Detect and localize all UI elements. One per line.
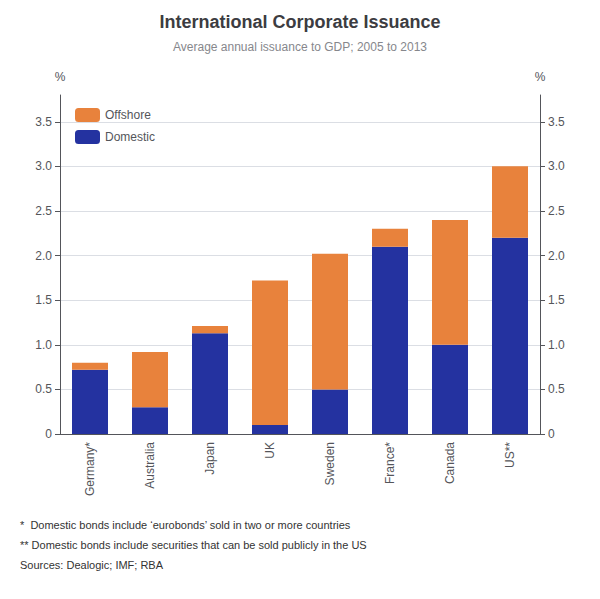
svg-text:2.0: 2.0 [548,249,565,263]
svg-text:* Domestic bonds include ‘eur: * Domestic bonds include ‘eurobonds’ sol… [20,519,351,531]
svg-text:3.0: 3.0 [548,159,565,173]
svg-text:3.5: 3.5 [35,115,52,129]
svg-text:1.0: 1.0 [548,338,565,352]
svg-text:Japan: Japan [203,442,217,475]
svg-text:France*: France* [383,442,397,484]
svg-text:US**: US** [503,442,517,468]
svg-text:Offshore: Offshore [105,108,151,122]
svg-text:2.5: 2.5 [548,204,565,218]
svg-text:UK: UK [263,442,277,459]
svg-text:Sources: Dealogic; IMF; RBA: Sources: Dealogic; IMF; RBA [20,559,164,571]
svg-text:2.0: 2.0 [35,249,52,263]
svg-text:%: % [535,70,546,84]
svg-text:Domestic: Domestic [105,130,155,144]
svg-text:Average annual issuance to GDP: Average annual issuance to GDP; 2005 to … [173,40,427,54]
svg-text:0: 0 [45,427,52,441]
svg-text:0.5: 0.5 [35,382,52,396]
svg-text:3.5: 3.5 [548,115,565,129]
svg-text:2.5: 2.5 [35,204,52,218]
svg-text:1.5: 1.5 [548,293,565,307]
svg-text:1.0: 1.0 [35,338,52,352]
svg-text:%: % [55,70,66,84]
svg-text:** Domestic bonds include secu: ** Domestic bonds include securities tha… [20,539,367,551]
svg-text:1.5: 1.5 [35,293,52,307]
svg-text:Sweden: Sweden [323,442,337,485]
svg-text:International Corporate Issuan: International Corporate Issuance [159,12,440,32]
svg-text:Australia: Australia [143,442,157,489]
svg-text:0.5: 0.5 [548,382,565,396]
svg-text:Germany*: Germany* [83,442,97,496]
svg-text:0: 0 [548,427,555,441]
svg-text:3.0: 3.0 [35,159,52,173]
svg-text:Canada: Canada [443,442,457,484]
